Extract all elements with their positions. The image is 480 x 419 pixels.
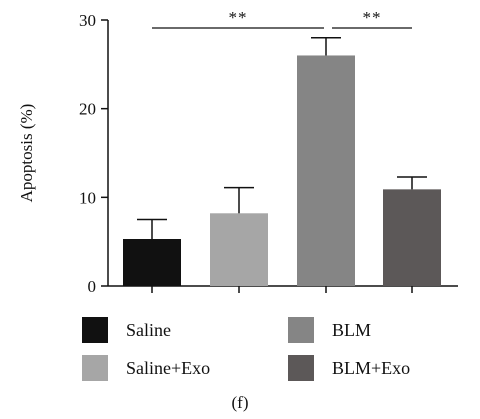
y-axis-label: Apoptosis (%) bbox=[17, 104, 36, 203]
bar-saline bbox=[123, 239, 181, 286]
significance-label: ** bbox=[229, 8, 248, 27]
y-tick-label: 10 bbox=[79, 188, 96, 207]
bar-blm-exo bbox=[383, 189, 441, 286]
significance-label: ** bbox=[363, 8, 382, 27]
panel-label: (f) bbox=[231, 393, 249, 412]
y-tick-label: 30 bbox=[79, 11, 96, 30]
bar-saline-exo bbox=[210, 213, 268, 286]
y-tick-label: 0 bbox=[88, 277, 97, 296]
bar-blm bbox=[297, 55, 355, 286]
y-tick-label: 20 bbox=[79, 100, 96, 119]
